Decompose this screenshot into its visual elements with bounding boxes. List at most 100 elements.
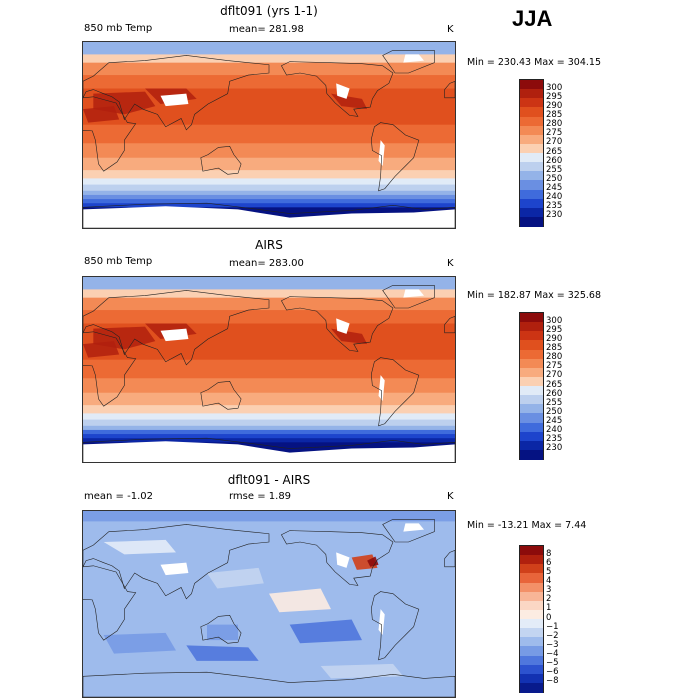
panel-1-mean-label: mean= 281.98 xyxy=(229,24,304,35)
colorbar-swatch xyxy=(520,198,543,209)
colorbar-tick-label: 265 xyxy=(546,379,563,390)
colorbar-tick-label: 290 xyxy=(546,100,563,111)
colorbar-swatch xyxy=(520,80,543,90)
colorbar-swatch xyxy=(520,322,543,332)
colorbar-tick-label: 270 xyxy=(546,137,563,148)
coastline xyxy=(280,296,394,352)
colorbar-tick-label: 300 xyxy=(546,315,563,326)
season-title: JJA xyxy=(512,6,553,31)
panel-1-colorbar xyxy=(519,79,544,227)
colorbar-tick-label: −5 xyxy=(546,658,559,669)
colorbar-tick-label: 5 xyxy=(546,566,552,577)
colorbar-swatch xyxy=(520,422,543,433)
panel-2-colorbar xyxy=(519,312,544,460)
colorbar-tick-label: 290 xyxy=(546,333,563,344)
panel-2-mean-label: mean= 283.00 xyxy=(229,258,304,269)
colorbar-swatch xyxy=(520,207,543,218)
panel-3-units: K xyxy=(447,491,454,502)
colorbar-swatch xyxy=(520,682,543,693)
colorbar-swatch xyxy=(520,673,543,684)
colorbar-swatch xyxy=(520,367,543,378)
colorbar-swatch xyxy=(520,313,543,323)
colorbar-tick-label: 255 xyxy=(546,164,563,175)
colorbar-tick-label: −8 xyxy=(546,676,559,687)
colorbar-tick-label: −2 xyxy=(546,630,559,641)
colorbar-swatch xyxy=(520,216,543,227)
colorbar-swatch xyxy=(520,331,543,341)
panel-map-field xyxy=(83,42,455,228)
colorbar-tick-label: 230 xyxy=(546,443,563,454)
colorbar-swatch xyxy=(520,619,543,629)
coastline xyxy=(444,549,455,568)
colorbar-tick-label: 275 xyxy=(546,128,563,139)
colorbar-tick-label: 295 xyxy=(546,91,563,102)
colorbar-tick-label: 235 xyxy=(546,201,563,212)
colorbar-swatch xyxy=(520,125,543,136)
colorbar-swatch xyxy=(520,162,543,172)
colorbar-swatch xyxy=(520,646,543,656)
colorbar-tick-label: −3 xyxy=(546,639,559,650)
colorbar-tick-label: −6 xyxy=(546,667,559,678)
colorbar-tick-label: 235 xyxy=(546,434,563,445)
coastline xyxy=(83,331,137,407)
panel-2-minmax: Min = 182.87 Max = 325.68 xyxy=(467,290,601,301)
colorbar-tick-label: 275 xyxy=(546,361,563,372)
coastline xyxy=(83,96,137,172)
colorbar-swatch xyxy=(520,431,543,442)
colorbar-tick-label: 280 xyxy=(546,352,563,363)
colorbar-tick-label: 245 xyxy=(546,183,563,193)
colorbar-swatch xyxy=(520,573,543,583)
colorbar-tick-label: 6 xyxy=(546,557,552,568)
colorbar-tick-label: 255 xyxy=(546,397,563,408)
colorbar-tick-label: 2 xyxy=(546,594,552,605)
coastline xyxy=(200,615,242,644)
coastline xyxy=(83,671,455,697)
colorbar-swatch xyxy=(520,98,543,108)
colorbar-swatch xyxy=(520,180,543,190)
colorbar-swatch xyxy=(520,171,543,181)
panel-3-title: dflt091 - AIRS xyxy=(227,473,311,487)
colorbar-tick-label: 260 xyxy=(546,388,563,399)
colorbar-swatch xyxy=(520,564,543,574)
colorbar-tick-label: 295 xyxy=(546,324,563,335)
colorbar-swatch xyxy=(520,386,543,396)
coastline xyxy=(200,381,242,410)
colorbar-tick-label: 8 xyxy=(546,548,552,559)
colorbar-swatch xyxy=(520,153,543,163)
coastline xyxy=(382,284,435,309)
panel-2-map xyxy=(82,276,456,463)
panel-3-colorbar xyxy=(519,545,544,693)
colorbar-swatch xyxy=(520,89,543,99)
coastline xyxy=(83,437,455,462)
coastline xyxy=(382,49,435,74)
colorbar-tick-label: 285 xyxy=(546,343,563,353)
panel-1-variable-label: 850 mb Temp xyxy=(84,23,153,34)
coastline xyxy=(370,122,420,192)
colorbar-tick-label: 265 xyxy=(546,146,563,157)
panel-1-title: dflt091 (yrs 1-1) xyxy=(220,4,318,18)
colorbar-tick-label: 4 xyxy=(546,576,552,586)
panel-1-units: K xyxy=(447,24,454,35)
panel-3-minmax: Min = -13.21 Max = 7.44 xyxy=(467,520,587,531)
coastline xyxy=(200,146,242,175)
colorbar-tick-label: −1 xyxy=(546,621,559,632)
colorbar-swatch xyxy=(520,591,543,602)
colorbar-tick-label: 240 xyxy=(546,192,563,203)
colorbar-swatch xyxy=(520,440,543,451)
colorbar-swatch xyxy=(520,395,543,405)
colorbar-tick-label: 270 xyxy=(546,370,563,381)
panel-2-units: K xyxy=(447,258,454,269)
panel-2-variable-label: 850 mb Temp xyxy=(84,256,153,267)
colorbar-tick-label: 245 xyxy=(546,416,563,426)
colorbar-swatch xyxy=(520,340,543,350)
colorbar-tick-label: −4 xyxy=(546,649,559,659)
coastline xyxy=(83,202,455,228)
colorbar-swatch xyxy=(520,449,543,460)
coastline xyxy=(280,530,394,586)
colorbar-tick-label: 3 xyxy=(546,585,552,596)
coastline xyxy=(370,591,420,661)
coastline xyxy=(83,524,270,600)
panel-1-minmax: Min = 230.43 Max = 304.15 xyxy=(467,57,601,68)
coastline xyxy=(83,565,137,641)
colorbar-swatch xyxy=(520,349,543,360)
